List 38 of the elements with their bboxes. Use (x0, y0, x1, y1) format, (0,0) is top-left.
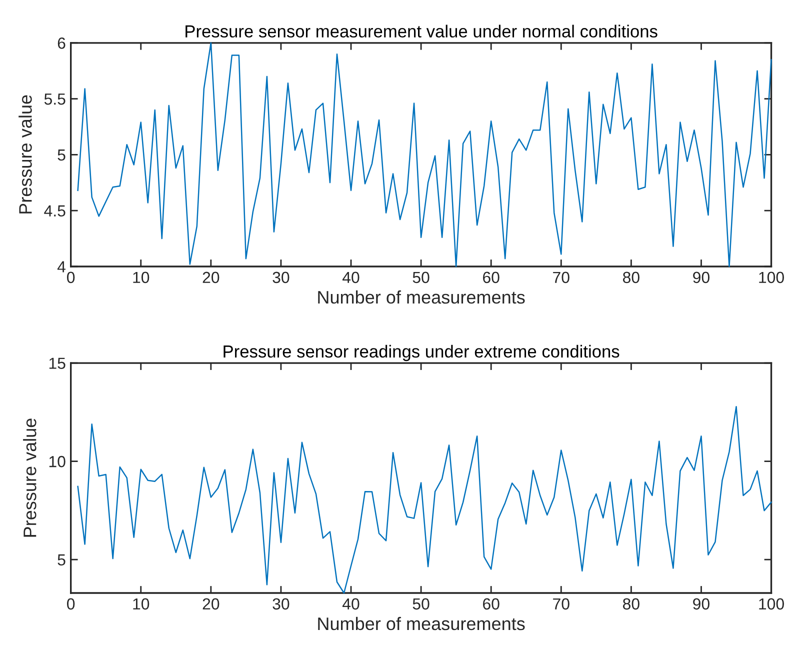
x-tick-label: 60 (483, 598, 500, 610)
x-tick-label: 20 (202, 272, 220, 284)
x-tick-label: 100 (759, 598, 784, 610)
y-axis-title: Pressure value (18, 95, 32, 214)
chart-title: Pressure sensor readings under extreme conditions (224, 344, 620, 362)
x-tick-label: 80 (622, 272, 640, 284)
x-axis-title: Number of measurements (318, 290, 525, 304)
chart-title: Pressure sensor measurement value under normal conditions (186, 24, 658, 38)
x-tick-label: 40 (342, 598, 360, 610)
y-tick-label: 5 (58, 554, 66, 566)
x-tick-label: 30 (272, 272, 290, 284)
x-tick-label: 90 (693, 598, 710, 610)
y-axis-title: Pressure value (23, 418, 36, 537)
line-series (77, 406, 772, 594)
x-tick-label: 10 (133, 598, 150, 610)
y-tick-label: 15 (49, 358, 66, 369)
y-tick-label: 6 (58, 38, 66, 49)
x-tick-label: 70 (553, 272, 570, 284)
x-tick-label: 10 (133, 272, 150, 284)
x-tick-label: 50 (412, 598, 430, 610)
y-tick-label: 4.5 (44, 205, 66, 217)
x-tick-label: 50 (412, 272, 430, 284)
x-tick-label: 90 (693, 272, 710, 284)
x-axis-title: Number of measurements (318, 616, 525, 630)
y-tick-label: 4 (57, 261, 66, 272)
x-tick-label: 80 (622, 598, 640, 610)
y-tick-label: 5.5 (44, 94, 66, 105)
x-tick-label: 60 (483, 272, 500, 284)
x-tick-label: 100 (759, 272, 784, 284)
y-tick-label: 10 (49, 456, 66, 468)
x-tick-label: 0 (67, 272, 75, 284)
x-tick-label: 0 (67, 598, 75, 610)
x-tick-label: 70 (553, 598, 570, 610)
x-tick-label: 40 (342, 272, 360, 284)
line-series (77, 42, 772, 268)
x-tick-label: 30 (272, 598, 290, 610)
y-tick-label: 5 (58, 150, 66, 161)
x-tick-label: 20 (202, 598, 220, 610)
